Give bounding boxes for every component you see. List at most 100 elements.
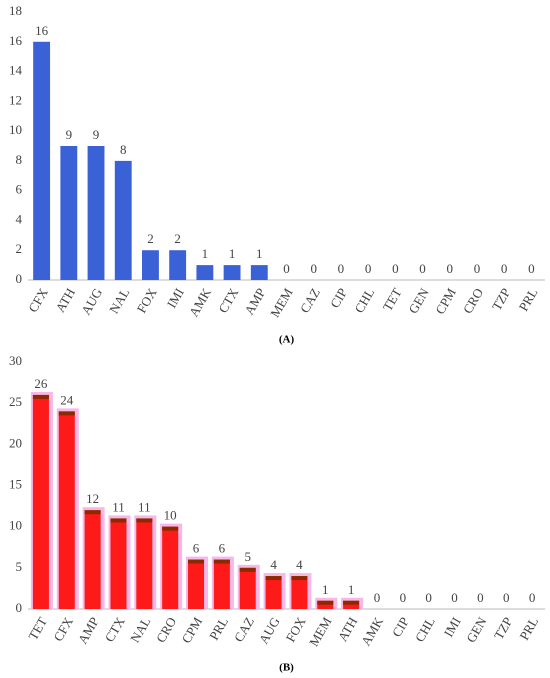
bar (142, 250, 159, 280)
x-tick-label: CRO (460, 285, 486, 316)
bar (291, 576, 308, 609)
value-label: 0 (283, 261, 290, 276)
bar (196, 265, 214, 280)
x-tick-label: AUG (256, 614, 283, 646)
value-label: 2 (174, 231, 181, 246)
x-tick-label: TZP (489, 285, 514, 313)
value-label: 1 (229, 246, 236, 261)
x-tick-label: CTX (102, 614, 128, 645)
x-tick-label: CPM (432, 285, 459, 317)
bar (223, 265, 241, 280)
x-tick-label: CPM (178, 614, 205, 646)
x-tick-label: CAZ (231, 614, 257, 644)
bar (162, 526, 179, 609)
value-label: 0 (365, 261, 372, 276)
bar-cap (84, 510, 101, 515)
bar-cap (343, 600, 360, 605)
value-label: 0 (425, 590, 432, 605)
x-tick-label: MEM (267, 285, 296, 320)
bar-cap (213, 559, 230, 564)
x-tick-label: TET (25, 614, 50, 642)
value-label: 1 (202, 246, 209, 261)
value-label: 4 (270, 557, 277, 572)
value-label: 26 (34, 376, 48, 391)
value-label: 0 (374, 590, 381, 605)
x-tick-label: CHL (351, 285, 377, 315)
value-label: 0 (477, 590, 484, 605)
x-tick-label: FOX (134, 285, 160, 316)
x-tick-label: CIP (389, 614, 412, 639)
value-label: 1 (322, 582, 329, 597)
value-label: 10 (164, 508, 177, 523)
x-tick-label: GEN (463, 614, 490, 645)
y-tick-label: 0 (16, 600, 23, 615)
value-label: 4 (296, 557, 303, 572)
bar (87, 146, 105, 280)
bar (33, 41, 51, 281)
bar (213, 559, 230, 609)
y-tick-label: 5 (16, 559, 23, 574)
bar-cap (317, 600, 334, 605)
y-tick-label: 16 (9, 33, 23, 48)
x-tick-label: CIP (327, 285, 350, 310)
bar (60, 146, 78, 280)
value-label: 8 (120, 142, 127, 157)
value-label: 0 (447, 261, 454, 276)
x-tick-label: ATH (52, 285, 78, 314)
x-tick-label: CFX (25, 285, 51, 315)
y-tick-label: 20 (9, 435, 22, 450)
bar (250, 265, 268, 280)
x-tick-label: CFX (50, 614, 76, 644)
y-tick-label: 8 (16, 152, 23, 167)
x-tick-label: PRL (206, 614, 231, 642)
value-label: 1 (256, 246, 263, 261)
value-label: 12 (86, 491, 99, 506)
x-tick-label: PRL (516, 614, 541, 642)
x-tick-label: CHL (412, 614, 438, 644)
bar (188, 559, 205, 609)
x-tick-label: FOX (283, 614, 309, 645)
x-tick-label: MEM (306, 614, 335, 649)
bar-cap (188, 559, 205, 564)
value-label: 9 (66, 127, 73, 142)
value-label: 0 (474, 261, 481, 276)
value-label: 2 (147, 231, 154, 246)
x-tick-label: AMK (358, 614, 386, 648)
bar (84, 510, 101, 609)
bar (110, 518, 127, 609)
caption: (A) (279, 334, 295, 346)
bar-cap (162, 526, 179, 531)
bar-cap (291, 576, 308, 581)
value-label: 1 (348, 582, 355, 597)
value-label: 0 (503, 590, 510, 605)
value-label: 0 (310, 261, 317, 276)
value-label: 11 (112, 499, 125, 514)
bar-cap (239, 567, 256, 572)
x-tick-label: AMK (186, 285, 214, 319)
y-tick-label: 14 (9, 63, 23, 78)
value-label: 6 (193, 541, 200, 556)
value-label: 0 (529, 590, 536, 605)
bar-cap (58, 411, 75, 416)
x-tick-label: IMI (164, 285, 187, 310)
x-tick-label: CTX (215, 285, 241, 316)
value-label: 0 (451, 590, 458, 605)
y-tick-label: 30 (9, 353, 22, 368)
value-label: 0 (528, 261, 535, 276)
y-tick-label: 10 (9, 518, 22, 533)
y-tick-label: 15 (9, 476, 22, 491)
x-tick-label: NAL (127, 614, 153, 645)
y-tick-label: 10 (9, 122, 22, 137)
y-tick-label: 2 (16, 241, 23, 256)
value-label: 9 (93, 127, 100, 142)
bar (239, 567, 256, 609)
y-tick-label: 18 (9, 3, 22, 18)
bar (136, 518, 153, 609)
x-tick-label: GEN (405, 285, 432, 316)
bar (317, 600, 334, 609)
bar (343, 600, 360, 609)
bar (58, 411, 75, 609)
x-tick-label: AMP (241, 285, 268, 317)
bar-cap (136, 518, 153, 523)
